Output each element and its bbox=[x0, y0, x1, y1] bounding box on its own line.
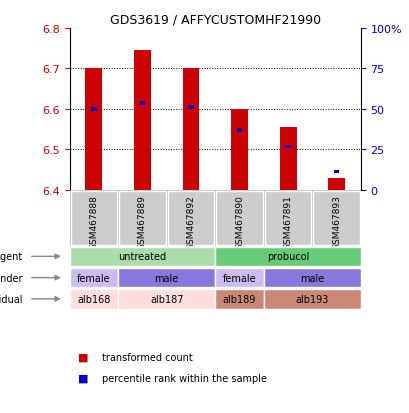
Text: GSM467890: GSM467890 bbox=[234, 195, 243, 250]
FancyBboxPatch shape bbox=[118, 290, 215, 309]
FancyBboxPatch shape bbox=[312, 192, 359, 245]
FancyBboxPatch shape bbox=[70, 268, 118, 288]
FancyBboxPatch shape bbox=[215, 290, 263, 309]
FancyBboxPatch shape bbox=[119, 192, 165, 245]
Text: ■: ■ bbox=[78, 373, 88, 383]
FancyBboxPatch shape bbox=[70, 247, 215, 266]
Bar bbox=[139, 102, 145, 105]
Bar bbox=[134, 51, 151, 190]
Text: female: female bbox=[222, 273, 256, 283]
Title: GDS3619 / AFFYCUSTOMHF21990: GDS3619 / AFFYCUSTOMHF21990 bbox=[110, 13, 320, 26]
Bar bbox=[85, 69, 102, 190]
Text: agent: agent bbox=[0, 252, 23, 262]
Bar bbox=[327, 178, 344, 190]
Text: GSM467889: GSM467889 bbox=[138, 195, 146, 250]
Bar bbox=[333, 171, 339, 174]
Text: alb193: alb193 bbox=[295, 294, 328, 304]
Text: GSM467893: GSM467893 bbox=[331, 195, 340, 250]
Text: probucol: probucol bbox=[266, 252, 308, 262]
Bar bbox=[188, 106, 193, 109]
Text: GSM467891: GSM467891 bbox=[283, 195, 292, 250]
Text: transformed count: transformed count bbox=[102, 352, 193, 362]
FancyBboxPatch shape bbox=[216, 192, 262, 245]
FancyBboxPatch shape bbox=[70, 290, 118, 309]
Bar bbox=[284, 145, 290, 149]
Text: GSM467892: GSM467892 bbox=[186, 195, 195, 249]
Bar bbox=[182, 69, 199, 190]
Text: GSM467888: GSM467888 bbox=[89, 195, 98, 250]
Text: alb168: alb168 bbox=[77, 294, 110, 304]
Text: male: male bbox=[299, 273, 324, 283]
FancyBboxPatch shape bbox=[215, 247, 360, 266]
Text: alb189: alb189 bbox=[222, 294, 256, 304]
Bar bbox=[91, 108, 97, 112]
Text: female: female bbox=[77, 273, 110, 283]
Text: ■: ■ bbox=[78, 352, 88, 362]
Text: alb187: alb187 bbox=[150, 294, 183, 304]
Text: gender: gender bbox=[0, 273, 23, 283]
Bar bbox=[279, 128, 296, 190]
FancyBboxPatch shape bbox=[118, 268, 215, 288]
Text: male: male bbox=[154, 273, 178, 283]
Bar bbox=[236, 129, 242, 132]
Text: untreated: untreated bbox=[118, 252, 166, 262]
FancyBboxPatch shape bbox=[70, 192, 117, 245]
Bar bbox=[230, 110, 247, 190]
FancyBboxPatch shape bbox=[215, 268, 263, 288]
FancyBboxPatch shape bbox=[167, 192, 214, 245]
FancyBboxPatch shape bbox=[263, 290, 360, 309]
FancyBboxPatch shape bbox=[264, 192, 310, 245]
FancyBboxPatch shape bbox=[263, 268, 360, 288]
Text: individual: individual bbox=[0, 294, 23, 304]
Text: percentile rank within the sample: percentile rank within the sample bbox=[102, 373, 267, 383]
